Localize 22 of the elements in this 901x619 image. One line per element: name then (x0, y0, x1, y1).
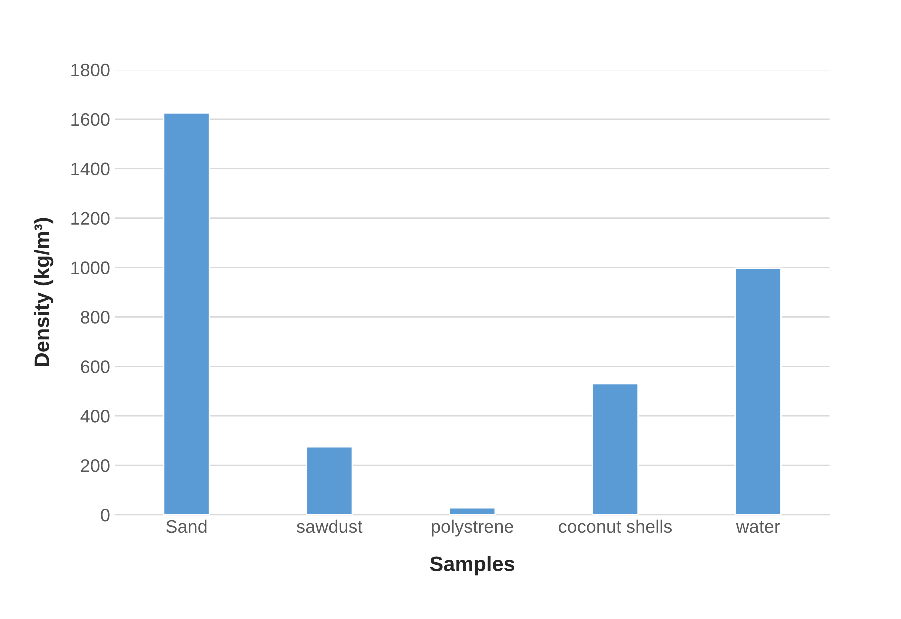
x-tick-label: sawdust (297, 520, 363, 534)
bar (306, 446, 354, 516)
x-tick-label: coconut shells (559, 520, 672, 534)
bar (734, 268, 782, 516)
y-axis-title: Density (kg/m³) (34, 218, 54, 366)
y-tick-label: 1400 (72, 162, 110, 176)
x-tick-label: polystrene (432, 520, 514, 537)
y-tick-label: 200 (81, 459, 110, 472)
bar (592, 383, 640, 516)
y-tick-label: 1200 (72, 212, 110, 226)
x-axis-title: Samples (430, 556, 515, 576)
y-tick-label: 600 (81, 360, 110, 374)
y-tick-label: 400 (80, 410, 110, 423)
y-tick-label: 0 (101, 508, 110, 522)
x-tick-label: water (736, 521, 780, 534)
y-tick-label: 1600 (72, 113, 110, 126)
y-tick-label: 800 (81, 311, 110, 324)
bar (163, 112, 210, 516)
x-tick-label: Sand (166, 520, 207, 534)
bar (449, 507, 496, 516)
y-tick-label: 1800 (72, 64, 110, 77)
y-tick-label: 1000 (72, 262, 110, 274)
